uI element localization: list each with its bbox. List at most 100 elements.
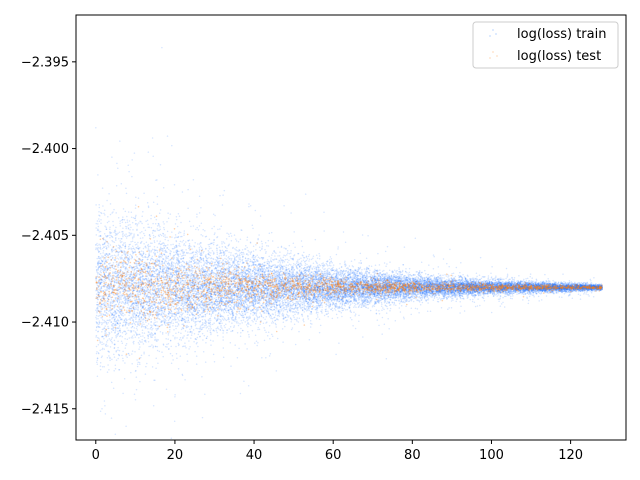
scatter-point xyxy=(386,284,388,287)
scatter-point xyxy=(565,285,568,287)
scatter-point xyxy=(210,333,212,336)
scatter-point xyxy=(146,256,149,259)
scatter-point xyxy=(465,278,467,281)
scatter-point xyxy=(128,256,131,258)
scatter-point xyxy=(373,284,375,287)
scatter-point xyxy=(161,333,164,335)
scatter-point xyxy=(239,260,241,263)
scatter-point xyxy=(121,234,124,236)
scatter-point xyxy=(102,205,104,207)
scatter-point xyxy=(523,278,525,281)
scatter-point xyxy=(412,277,414,280)
scatter-point xyxy=(543,285,545,287)
scatter-point xyxy=(336,316,339,319)
scatter-point xyxy=(489,286,492,288)
scatter-point xyxy=(298,290,301,292)
scatter-point xyxy=(575,284,578,287)
scatter-point xyxy=(219,194,221,197)
scatter-point xyxy=(210,315,213,317)
scatter-point xyxy=(195,343,198,345)
scatter-point xyxy=(307,265,310,268)
scatter-point xyxy=(322,290,324,292)
scatter-point xyxy=(354,282,356,285)
scatter-point xyxy=(218,246,221,249)
scatter-point xyxy=(400,304,403,307)
scatter-point xyxy=(141,332,144,334)
scatter-point xyxy=(363,300,366,302)
scatter-point xyxy=(115,226,117,229)
scatter-point xyxy=(331,287,334,290)
scatter-point xyxy=(144,315,146,317)
scatter-point xyxy=(230,365,232,367)
scatter-point xyxy=(319,288,321,290)
scatter-point xyxy=(535,283,537,286)
scatter-point xyxy=(270,267,272,270)
scatter-point xyxy=(567,285,570,287)
scatter-point xyxy=(172,266,175,268)
scatter-point xyxy=(474,291,477,293)
scatter-point xyxy=(592,295,595,298)
scatter-point xyxy=(154,306,157,308)
scatter-point xyxy=(161,261,163,264)
scatter-point xyxy=(191,332,193,334)
scatter-point xyxy=(265,279,267,282)
scatter-point xyxy=(131,362,133,365)
scatter-point xyxy=(248,317,250,320)
scatter-point xyxy=(460,262,462,264)
scatter-point xyxy=(361,287,364,289)
scatter-point xyxy=(257,341,259,344)
scatter-point xyxy=(318,252,320,255)
scatter-point xyxy=(318,301,320,304)
scatter-point xyxy=(127,227,130,230)
scatter-point xyxy=(194,253,197,256)
scatter-point xyxy=(568,279,571,282)
scatter-point xyxy=(498,300,500,303)
scatter-point xyxy=(169,254,172,256)
scatter-point xyxy=(197,320,199,323)
scatter-point xyxy=(189,311,192,313)
scatter-point xyxy=(187,316,189,318)
scatter-point xyxy=(147,341,150,343)
scatter-point xyxy=(174,277,176,279)
scatter-point xyxy=(395,272,397,274)
scatter-point xyxy=(190,257,193,260)
scatter-point xyxy=(334,309,337,311)
scatter-point xyxy=(168,323,171,326)
scatter-point xyxy=(450,286,452,288)
scatter-point xyxy=(204,275,207,277)
scatter-point xyxy=(162,250,164,252)
scatter-point xyxy=(327,310,329,312)
scatter-point xyxy=(99,230,102,233)
scatter-point xyxy=(256,318,259,320)
scatter-point xyxy=(118,237,120,240)
scatter-point xyxy=(209,282,212,285)
scatter-point xyxy=(171,268,173,271)
scatter-point xyxy=(211,249,214,252)
scatter-point xyxy=(409,279,412,282)
scatter-point xyxy=(177,257,179,259)
scatter-point xyxy=(317,311,319,314)
scatter-point xyxy=(538,292,541,294)
scatter-point xyxy=(117,306,119,308)
scatter-point xyxy=(541,289,543,291)
scatter-point xyxy=(513,280,515,282)
scatter-point xyxy=(509,286,511,288)
scatter-point xyxy=(428,289,430,292)
scatter-point xyxy=(358,304,361,306)
scatter-point xyxy=(297,259,299,261)
scatter-point xyxy=(474,285,477,287)
scatter-point xyxy=(308,253,311,256)
scatter-point xyxy=(560,288,563,290)
scatter-point xyxy=(145,272,147,275)
scatter-point xyxy=(349,276,352,279)
scatter-point xyxy=(600,287,603,289)
scatter-point xyxy=(208,238,211,240)
scatter-point xyxy=(180,267,182,269)
scatter-point xyxy=(467,289,469,292)
scatter-point xyxy=(448,265,450,268)
scatter-point xyxy=(143,352,145,355)
scatter-point xyxy=(110,340,113,343)
scatter-point xyxy=(222,339,224,341)
scatter-point xyxy=(137,245,139,247)
scatter-point xyxy=(163,265,165,268)
